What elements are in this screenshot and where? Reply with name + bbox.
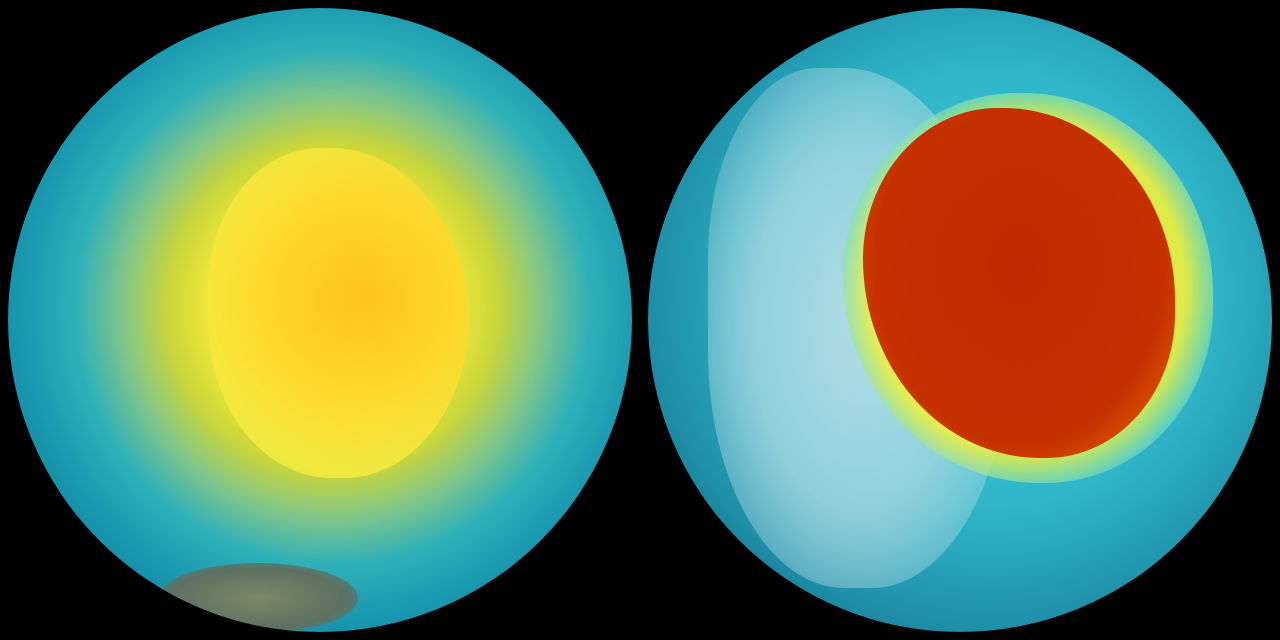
red-hole-region [863,108,1175,458]
south-america-landmass [158,563,358,632]
antarctica-region [208,148,468,478]
right-globe [648,8,1272,632]
left-globe [8,8,632,632]
